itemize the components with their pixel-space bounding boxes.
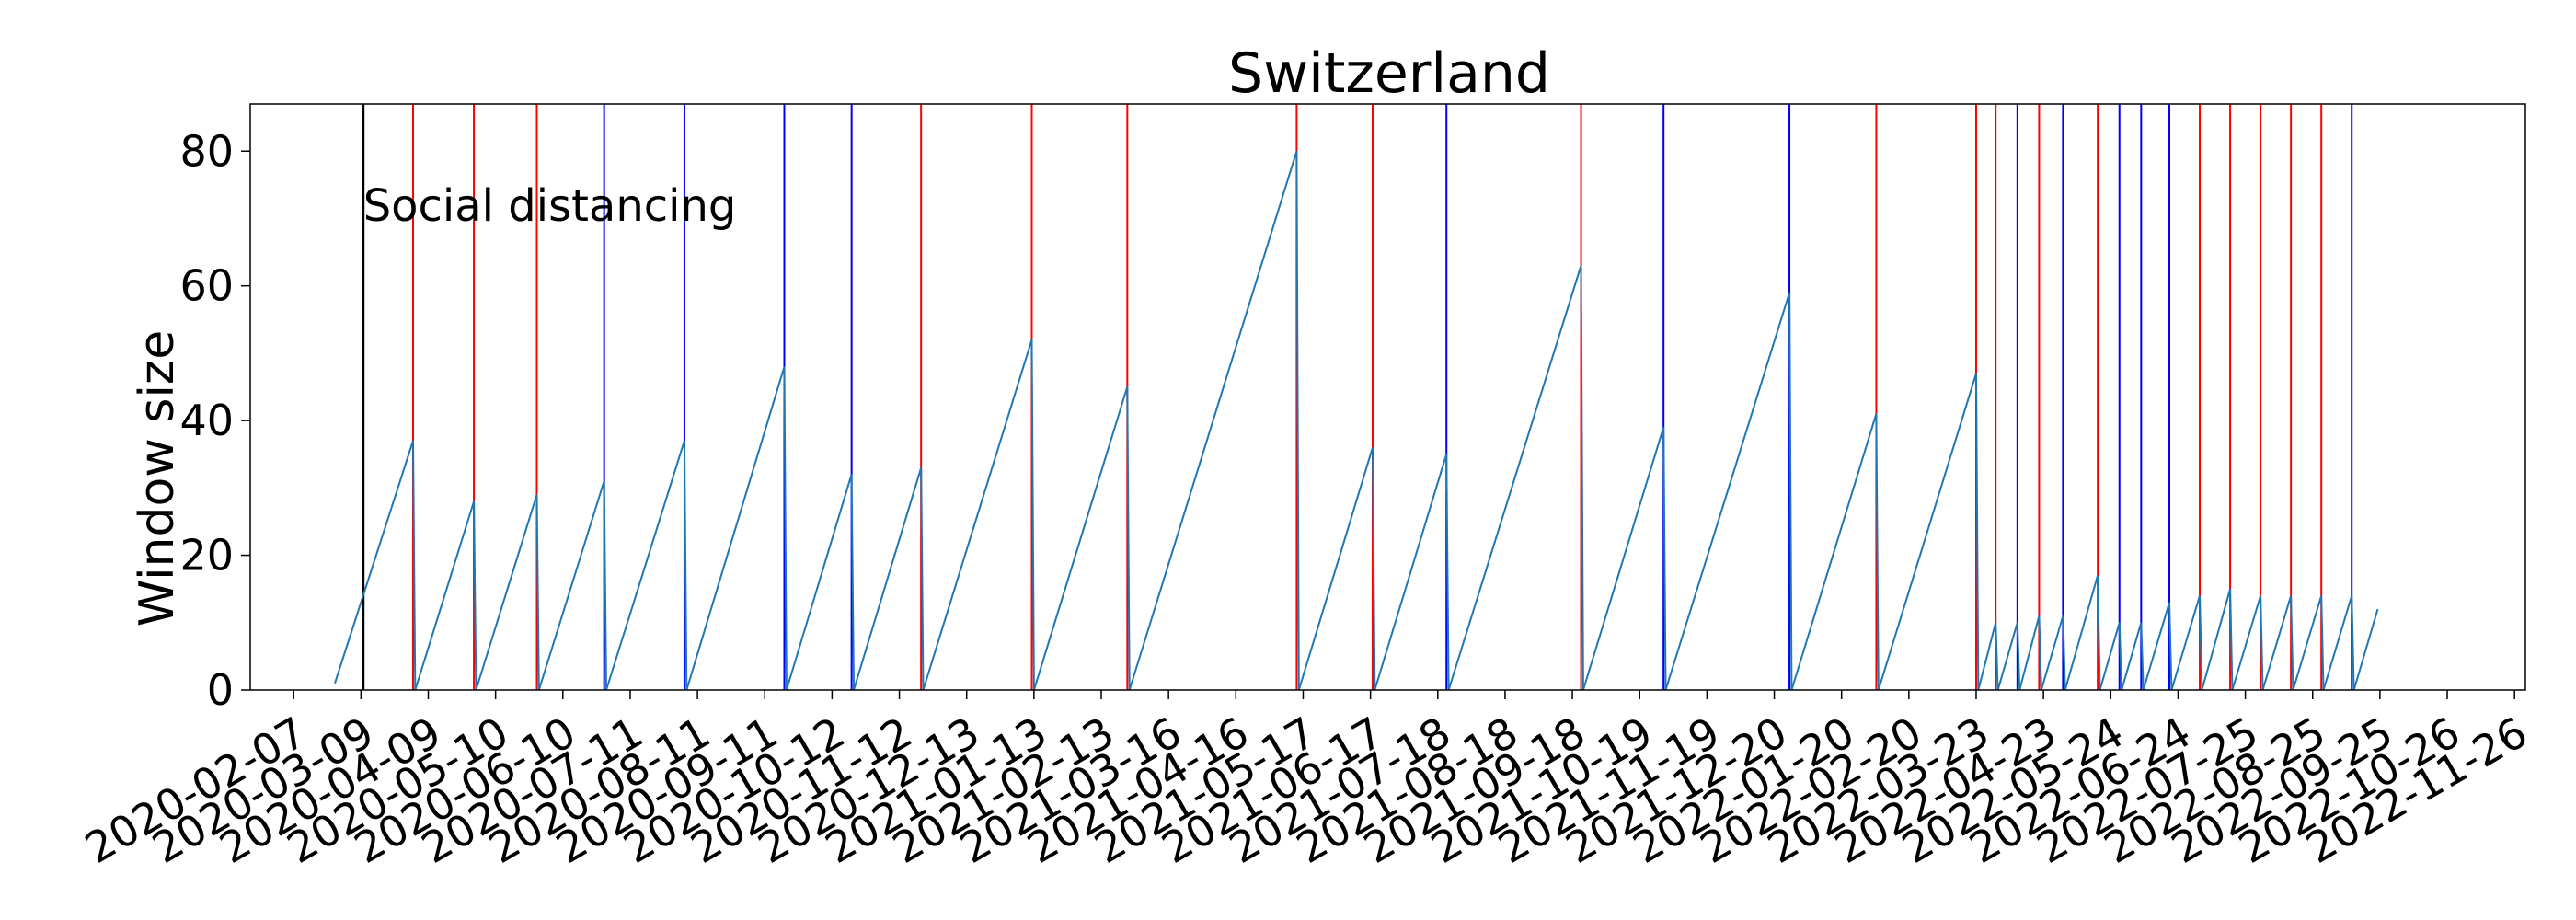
plot-area: Social distancing0204060802020-02-072020… [76,103,2536,873]
y-tick-label-2: 40 [179,396,234,445]
y-tick-label-3: 60 [179,261,234,311]
social-distancing-label: Social distancing [363,180,737,232]
series-line-0 [334,151,2379,691]
y-tick-label-4: 80 [179,126,234,176]
plot-frame [249,103,2526,691]
chart-title: Switzerland [1228,41,1550,106]
y-axis-label: Window size [130,330,185,627]
y-tick-label-1: 20 [179,531,234,581]
y-tick-label-0: 0 [207,665,234,715]
